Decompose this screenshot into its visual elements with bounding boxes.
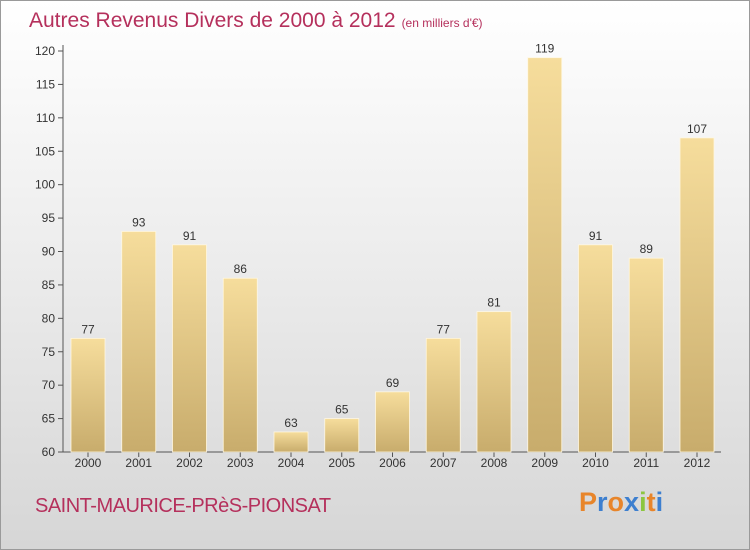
logo-letter: t: [646, 487, 656, 517]
x-tick-label-2011: 2011: [633, 456, 659, 470]
x-tick-label-2009: 2009: [531, 456, 558, 470]
y-tick-label: 120: [35, 44, 55, 58]
x-tick-label-2001: 2001: [125, 456, 152, 470]
bar-2002: [172, 244, 207, 453]
data-label-2007: 77: [437, 322, 451, 336]
logo-letter: o: [607, 487, 625, 517]
data-label-2012: 107: [687, 122, 707, 136]
data-label-2002: 91: [183, 229, 197, 243]
bar-2011: [628, 257, 664, 453]
chart-title-text: Autres Revenus Divers de 2000 à 2012: [29, 9, 396, 32]
y-tick-label: 110: [36, 111, 55, 125]
proxiti-logo: Proxiti: [579, 487, 663, 518]
bar-2003: [222, 277, 258, 453]
y-tick-label: 60: [42, 445, 56, 459]
logo-letter: x: [624, 487, 640, 517]
x-tick-label-2005: 2005: [328, 456, 355, 470]
bar-2004: [273, 431, 309, 453]
bar-2005: [324, 418, 360, 453]
bar-2000: [70, 337, 106, 453]
y-tick-label: 95: [42, 211, 56, 225]
data-label-2003: 86: [234, 262, 248, 276]
logo-letter: r: [597, 487, 608, 517]
x-tick-label-2010: 2010: [582, 456, 609, 470]
data-label-2006: 69: [386, 376, 400, 390]
y-tick-label: 75: [42, 345, 56, 359]
bar-2010: [578, 244, 613, 453]
y-tick-label: 80: [42, 311, 56, 325]
x-tick-label-2007: 2007: [430, 456, 457, 470]
data-label-2000: 77: [81, 322, 95, 336]
chart-bars: [70, 57, 715, 453]
chart-unit: (en milliers d'€): [401, 16, 483, 30]
x-tick-label-2012: 2012: [684, 456, 711, 470]
y-tick-label: 100: [35, 178, 55, 192]
bar-2006: [375, 391, 410, 453]
x-tick-label-2006: 2006: [379, 456, 406, 470]
data-label-2008: 81: [487, 296, 501, 310]
bar-2009: [527, 57, 563, 453]
data-label-2005: 65: [335, 403, 349, 417]
data-label-2011: 89: [640, 242, 654, 256]
chart-title: Autres Revenus Divers de 2000 à 2012 (en …: [29, 9, 483, 33]
y-tick-label: 105: [35, 144, 55, 158]
logo-letter: i: [639, 487, 647, 517]
logo-letter: i: [655, 487, 664, 517]
bar-2007: [425, 337, 461, 453]
x-tick-label-2004: 2004: [278, 456, 305, 470]
data-label-2009: 119: [535, 42, 554, 56]
place-name: SAINT-MAURICE-PRèS-PIONSAT: [35, 495, 331, 517]
data-label-2001: 93: [132, 215, 146, 229]
y-tick-label: 115: [36, 77, 55, 91]
chart-data-labels: 77 93 91 86 63 65 69 77 81 119 91 89 107: [81, 42, 707, 430]
bar-2008: [476, 311, 512, 453]
y-tick-label: 70: [42, 378, 56, 392]
bar-2012: [679, 137, 715, 453]
data-label-2010: 91: [589, 229, 603, 243]
y-tick-label: 65: [42, 412, 56, 426]
x-tick-label-2008: 2008: [481, 456, 508, 470]
y-tick-label: 85: [42, 278, 56, 292]
x-tick-label-2003: 2003: [227, 456, 254, 470]
bar-2001: [121, 231, 157, 453]
data-label-2004: 63: [284, 416, 298, 430]
logo-letter: P: [579, 487, 598, 517]
x-tick-label-2002: 2002: [176, 456, 203, 470]
y-tick-label: 90: [42, 245, 56, 259]
x-tick-label-2000: 2000: [75, 456, 102, 470]
